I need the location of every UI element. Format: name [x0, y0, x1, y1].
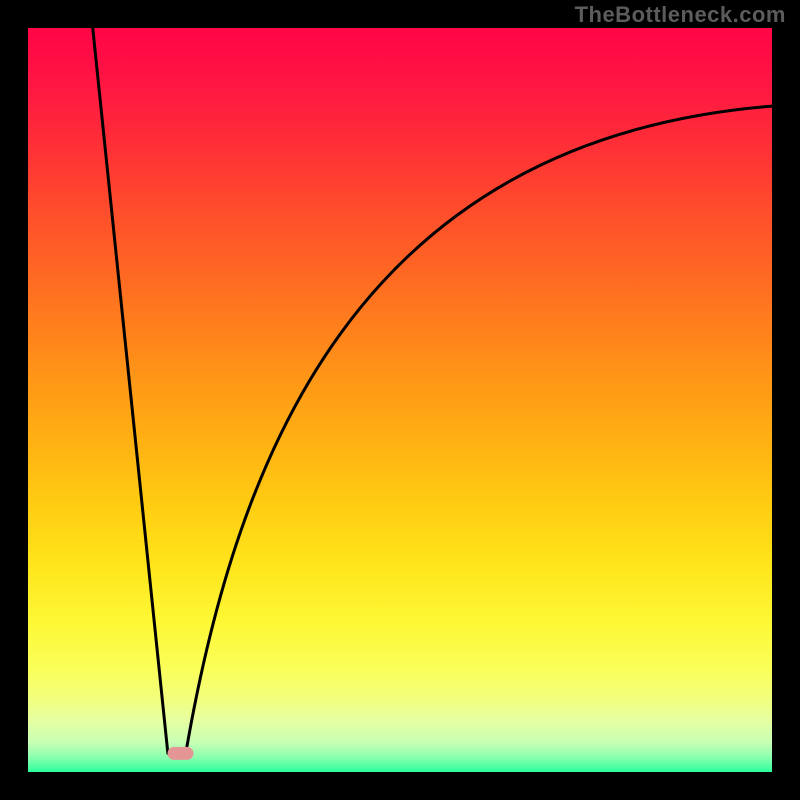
plot-gradient-background [28, 28, 772, 772]
bottleneck-chart-svg [0, 0, 800, 800]
chart-root: TheBottleneck.com [0, 0, 800, 800]
optimum-marker [168, 747, 194, 760]
watermark-text: TheBottleneck.com [575, 2, 786, 28]
